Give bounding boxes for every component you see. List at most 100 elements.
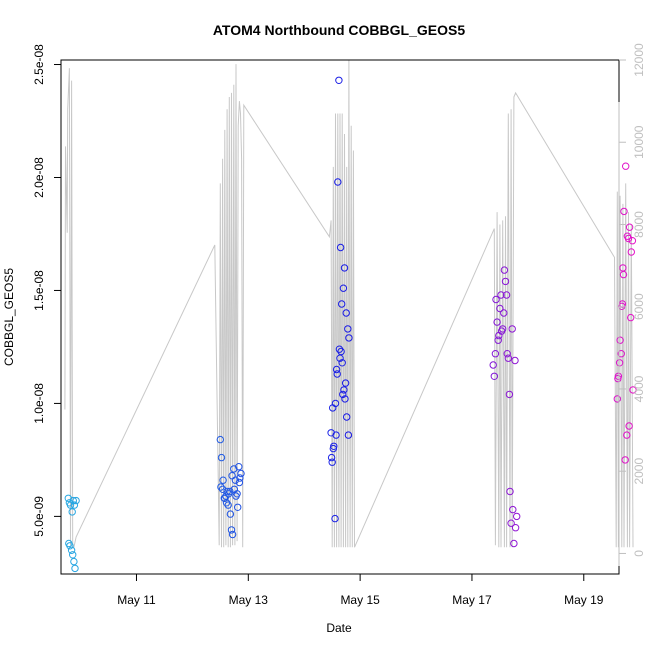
data-point (219, 476, 227, 484)
data-point (327, 453, 336, 462)
data-point (489, 361, 497, 369)
data-point (506, 487, 514, 496)
data-point (227, 526, 236, 534)
data-point (230, 465, 238, 473)
data-point (494, 336, 502, 344)
data-point (620, 207, 628, 216)
data-point (70, 501, 79, 509)
data-point (344, 325, 352, 333)
data-point (222, 499, 231, 507)
data-point (66, 542, 74, 550)
data-point (329, 404, 337, 412)
data-point (497, 291, 505, 299)
data-point (629, 386, 637, 394)
altitude-series (64, 59, 634, 548)
x-tick-label: May 13 (229, 593, 269, 607)
data-point (235, 478, 244, 487)
y-tick-label: 1.0e-08 (32, 383, 46, 424)
y2-tick-label: 6000 (632, 293, 646, 320)
data-point (492, 295, 500, 304)
data-point (627, 248, 635, 256)
y-axis: 5.0e-09 1.0e-08 1.5e-08 2.0e-08 2.5e-08 (32, 44, 62, 537)
data-point (236, 474, 244, 482)
y2-tick-label: 12000 (632, 43, 646, 77)
data-point (330, 442, 338, 450)
data-point (628, 237, 637, 245)
data-point (332, 431, 340, 439)
y-tick-label: 1.5e-08 (32, 270, 46, 311)
data-point (68, 508, 76, 516)
data-point (220, 494, 229, 502)
data-point (226, 510, 235, 518)
data-point (338, 359, 346, 367)
data-point (226, 487, 234, 496)
data-point (335, 345, 344, 353)
data-point (622, 162, 630, 170)
data-point (216, 435, 225, 444)
data-point (615, 359, 624, 367)
data-point (490, 372, 498, 380)
y2-tick-label: 10000 (632, 125, 646, 159)
data-point (625, 223, 634, 231)
y2-tick-label: 0 (632, 550, 646, 557)
data-point (511, 524, 520, 532)
data-point (338, 300, 346, 308)
data-point (619, 270, 628, 279)
data-point (218, 485, 227, 493)
data-point (234, 503, 242, 511)
data-point (72, 496, 80, 505)
data-point (504, 354, 512, 362)
data-point (617, 350, 625, 358)
data-point (505, 390, 514, 399)
data-point (336, 243, 345, 252)
data-point (332, 365, 341, 374)
data-point (336, 354, 344, 362)
data-point (513, 512, 521, 521)
data-point (342, 309, 350, 317)
x-tick-label: May 11 (117, 593, 156, 607)
data-point (500, 309, 508, 317)
data-point (621, 456, 629, 464)
x-axis: May 11 May 13 May 15 May 17 May 19 (117, 573, 604, 607)
data-point (501, 277, 510, 286)
data-point (344, 431, 353, 439)
x-tick-label: May 17 (452, 593, 492, 607)
altitude-line (64, 59, 634, 548)
data-point (496, 304, 504, 313)
data-point (343, 413, 351, 421)
data-point (339, 390, 347, 399)
data-point (502, 291, 511, 299)
data-point (341, 379, 350, 387)
data-point (67, 546, 76, 554)
data-point (627, 313, 635, 322)
y-tick-label: 2.0e-08 (32, 157, 46, 198)
data-point (69, 496, 78, 505)
x-tick-label: May 15 (340, 593, 380, 607)
x-tick-label: May 19 (564, 593, 604, 607)
data-point (69, 551, 77, 559)
data-point (217, 483, 225, 491)
y-axis-label: COBBGL_GEOS5 (2, 268, 16, 366)
data-point (508, 325, 516, 333)
data-point (228, 530, 237, 539)
y2-tick-label: 4000 (632, 375, 646, 402)
data-point (510, 539, 518, 548)
data-point (345, 334, 353, 342)
data-point (328, 458, 336, 466)
data-point (223, 487, 231, 496)
data-point (623, 431, 631, 439)
data-point (509, 505, 517, 514)
data-point (231, 476, 240, 484)
data-point (339, 284, 348, 292)
data-point (340, 264, 349, 272)
data-point (71, 564, 79, 573)
data-point (331, 514, 339, 523)
cobbgl-points (64, 76, 637, 573)
data-point (614, 374, 622, 383)
y-tick-label: 5.0e-09 (32, 496, 46, 537)
data-point (233, 490, 241, 498)
data-point (70, 557, 78, 566)
data-point (333, 370, 341, 378)
data-point (625, 422, 633, 430)
